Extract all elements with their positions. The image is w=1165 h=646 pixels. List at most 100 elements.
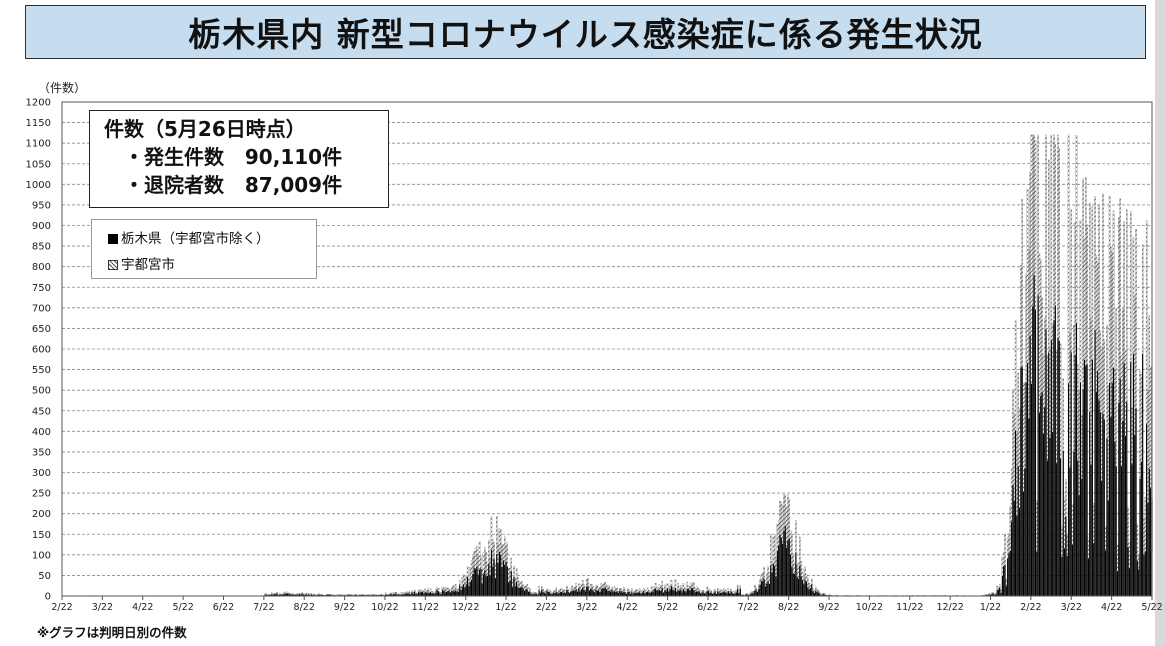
bar-utsunomiya xyxy=(347,594,350,596)
bar-utsunomiya xyxy=(542,589,544,593)
bar-tochigi xyxy=(670,586,673,596)
bar-utsunomiya xyxy=(302,593,305,595)
bar-tochigi xyxy=(574,590,576,596)
bar-utsunomiya xyxy=(338,594,340,596)
bar-tochigi xyxy=(662,592,665,596)
y-tick-labels: 0 50 100 150 200 250 300 350 400 450 500 550 600 650 7… xyxy=(26,98,51,603)
bar-utsunomiya xyxy=(486,561,489,576)
bar-utsunomiya xyxy=(1049,347,1051,438)
bar-utsunomiya xyxy=(407,591,409,595)
bar-tochigi xyxy=(1147,502,1149,596)
bar-tochigi xyxy=(1067,383,1070,596)
bar-utsunomiya xyxy=(1077,364,1079,461)
bar-tochigi xyxy=(817,592,819,596)
bar-utsunomiya xyxy=(468,578,470,586)
bar-utsunomiya xyxy=(747,593,749,596)
bar-tochigi xyxy=(533,593,535,596)
bar-utsunomiya xyxy=(709,591,711,594)
bar-utsunomiya xyxy=(480,555,482,569)
bar-utsunomiya xyxy=(795,520,797,553)
bar-tochigi xyxy=(706,591,708,596)
bar-utsunomiya xyxy=(727,588,730,592)
bar-tochigi xyxy=(1038,413,1041,596)
bar-tochigi xyxy=(579,591,581,596)
bar-tochigi xyxy=(302,594,305,596)
bar-utsunomiya xyxy=(752,591,755,594)
bar-tochigi xyxy=(467,577,469,596)
bar-utsunomiya xyxy=(543,591,546,593)
summary-label: ・退院者数 xyxy=(124,173,224,197)
bar-tochigi xyxy=(474,569,477,596)
bar-utsunomiya xyxy=(597,587,600,591)
bar-utsunomiya xyxy=(640,591,642,594)
y-tick-label: 300 xyxy=(32,468,51,479)
bar-tochigi xyxy=(1074,355,1076,596)
bar-utsunomiya xyxy=(816,589,818,593)
bar-utsunomiya xyxy=(462,574,465,585)
bar-utsunomiya xyxy=(588,586,591,591)
bar-utsunomiya xyxy=(523,585,526,591)
bar-utsunomiya xyxy=(511,579,514,588)
bar-utsunomiya xyxy=(1032,134,1034,307)
bar-tochigi xyxy=(575,589,577,596)
bar-tochigi xyxy=(513,576,515,596)
bar-tochigi xyxy=(420,591,422,596)
bar-utsunomiya xyxy=(537,593,539,595)
x-tick-label: 9/22 xyxy=(334,602,355,613)
bar-utsunomiya xyxy=(519,582,522,588)
bar-utsunomiya xyxy=(458,580,461,586)
bar-utsunomiya xyxy=(404,592,407,595)
summary-label: ・発生件数 xyxy=(124,145,224,169)
bar-tochigi xyxy=(423,593,425,596)
bar-tochigi xyxy=(493,559,495,596)
bar-utsunomiya xyxy=(496,516,498,555)
bar-utsunomiya xyxy=(525,585,527,590)
bar-utsunomiya xyxy=(1029,171,1031,336)
bar-utsunomiya xyxy=(497,543,499,564)
summary-heading: 件数（5月26日時点） xyxy=(104,117,306,141)
bar-utsunomiya xyxy=(316,594,318,596)
bar-utsunomiya xyxy=(276,592,278,594)
bar-utsunomiya xyxy=(428,590,430,593)
bar-tochigi xyxy=(799,565,801,596)
bar-utsunomiya xyxy=(312,594,314,596)
bar-tochigi xyxy=(463,584,465,596)
bar-utsunomiya xyxy=(354,594,356,596)
bar-utsunomiya xyxy=(472,556,474,575)
bar-utsunomiya xyxy=(382,594,384,596)
bar-tochigi xyxy=(1093,543,1095,596)
bar-utsunomiya xyxy=(595,585,597,591)
bar-tochigi xyxy=(731,593,733,596)
bar-utsunomiya xyxy=(804,566,806,581)
bar-tochigi xyxy=(288,594,290,596)
bar-utsunomiya xyxy=(645,589,648,593)
bar-tochigi xyxy=(763,578,765,596)
bar-tochigi xyxy=(298,593,301,596)
x-tick-label: 2/22 xyxy=(1020,602,1041,613)
bar-tochigi xyxy=(1024,468,1026,596)
bar-tochigi xyxy=(739,588,741,596)
bar-tochigi xyxy=(734,593,736,596)
bar-utsunomiya xyxy=(694,587,696,593)
bar-utsunomiya xyxy=(1020,265,1022,368)
bar-tochigi xyxy=(444,592,446,596)
bar-tochigi xyxy=(408,593,410,596)
x-tick-label: 5/22 xyxy=(657,602,678,613)
bar-tochigi xyxy=(665,591,667,596)
bar-tochigi xyxy=(1119,378,1121,596)
bar-tochigi xyxy=(280,594,282,596)
bar-tochigi xyxy=(697,591,699,596)
bar-tochigi xyxy=(482,574,485,596)
bar-utsunomiya xyxy=(1012,389,1014,486)
bar-tochigi xyxy=(660,590,662,596)
bar-utsunomiya xyxy=(431,591,433,594)
bar-utsunomiya xyxy=(988,593,990,595)
bar-tochigi xyxy=(1050,339,1052,596)
bar-utsunomiya xyxy=(658,584,661,591)
bar-utsunomiya xyxy=(719,589,722,593)
bar-utsunomiya xyxy=(599,587,601,593)
bar-tochigi xyxy=(721,592,723,596)
bar-utsunomiya xyxy=(474,548,477,570)
bar-tochigi xyxy=(525,589,527,596)
